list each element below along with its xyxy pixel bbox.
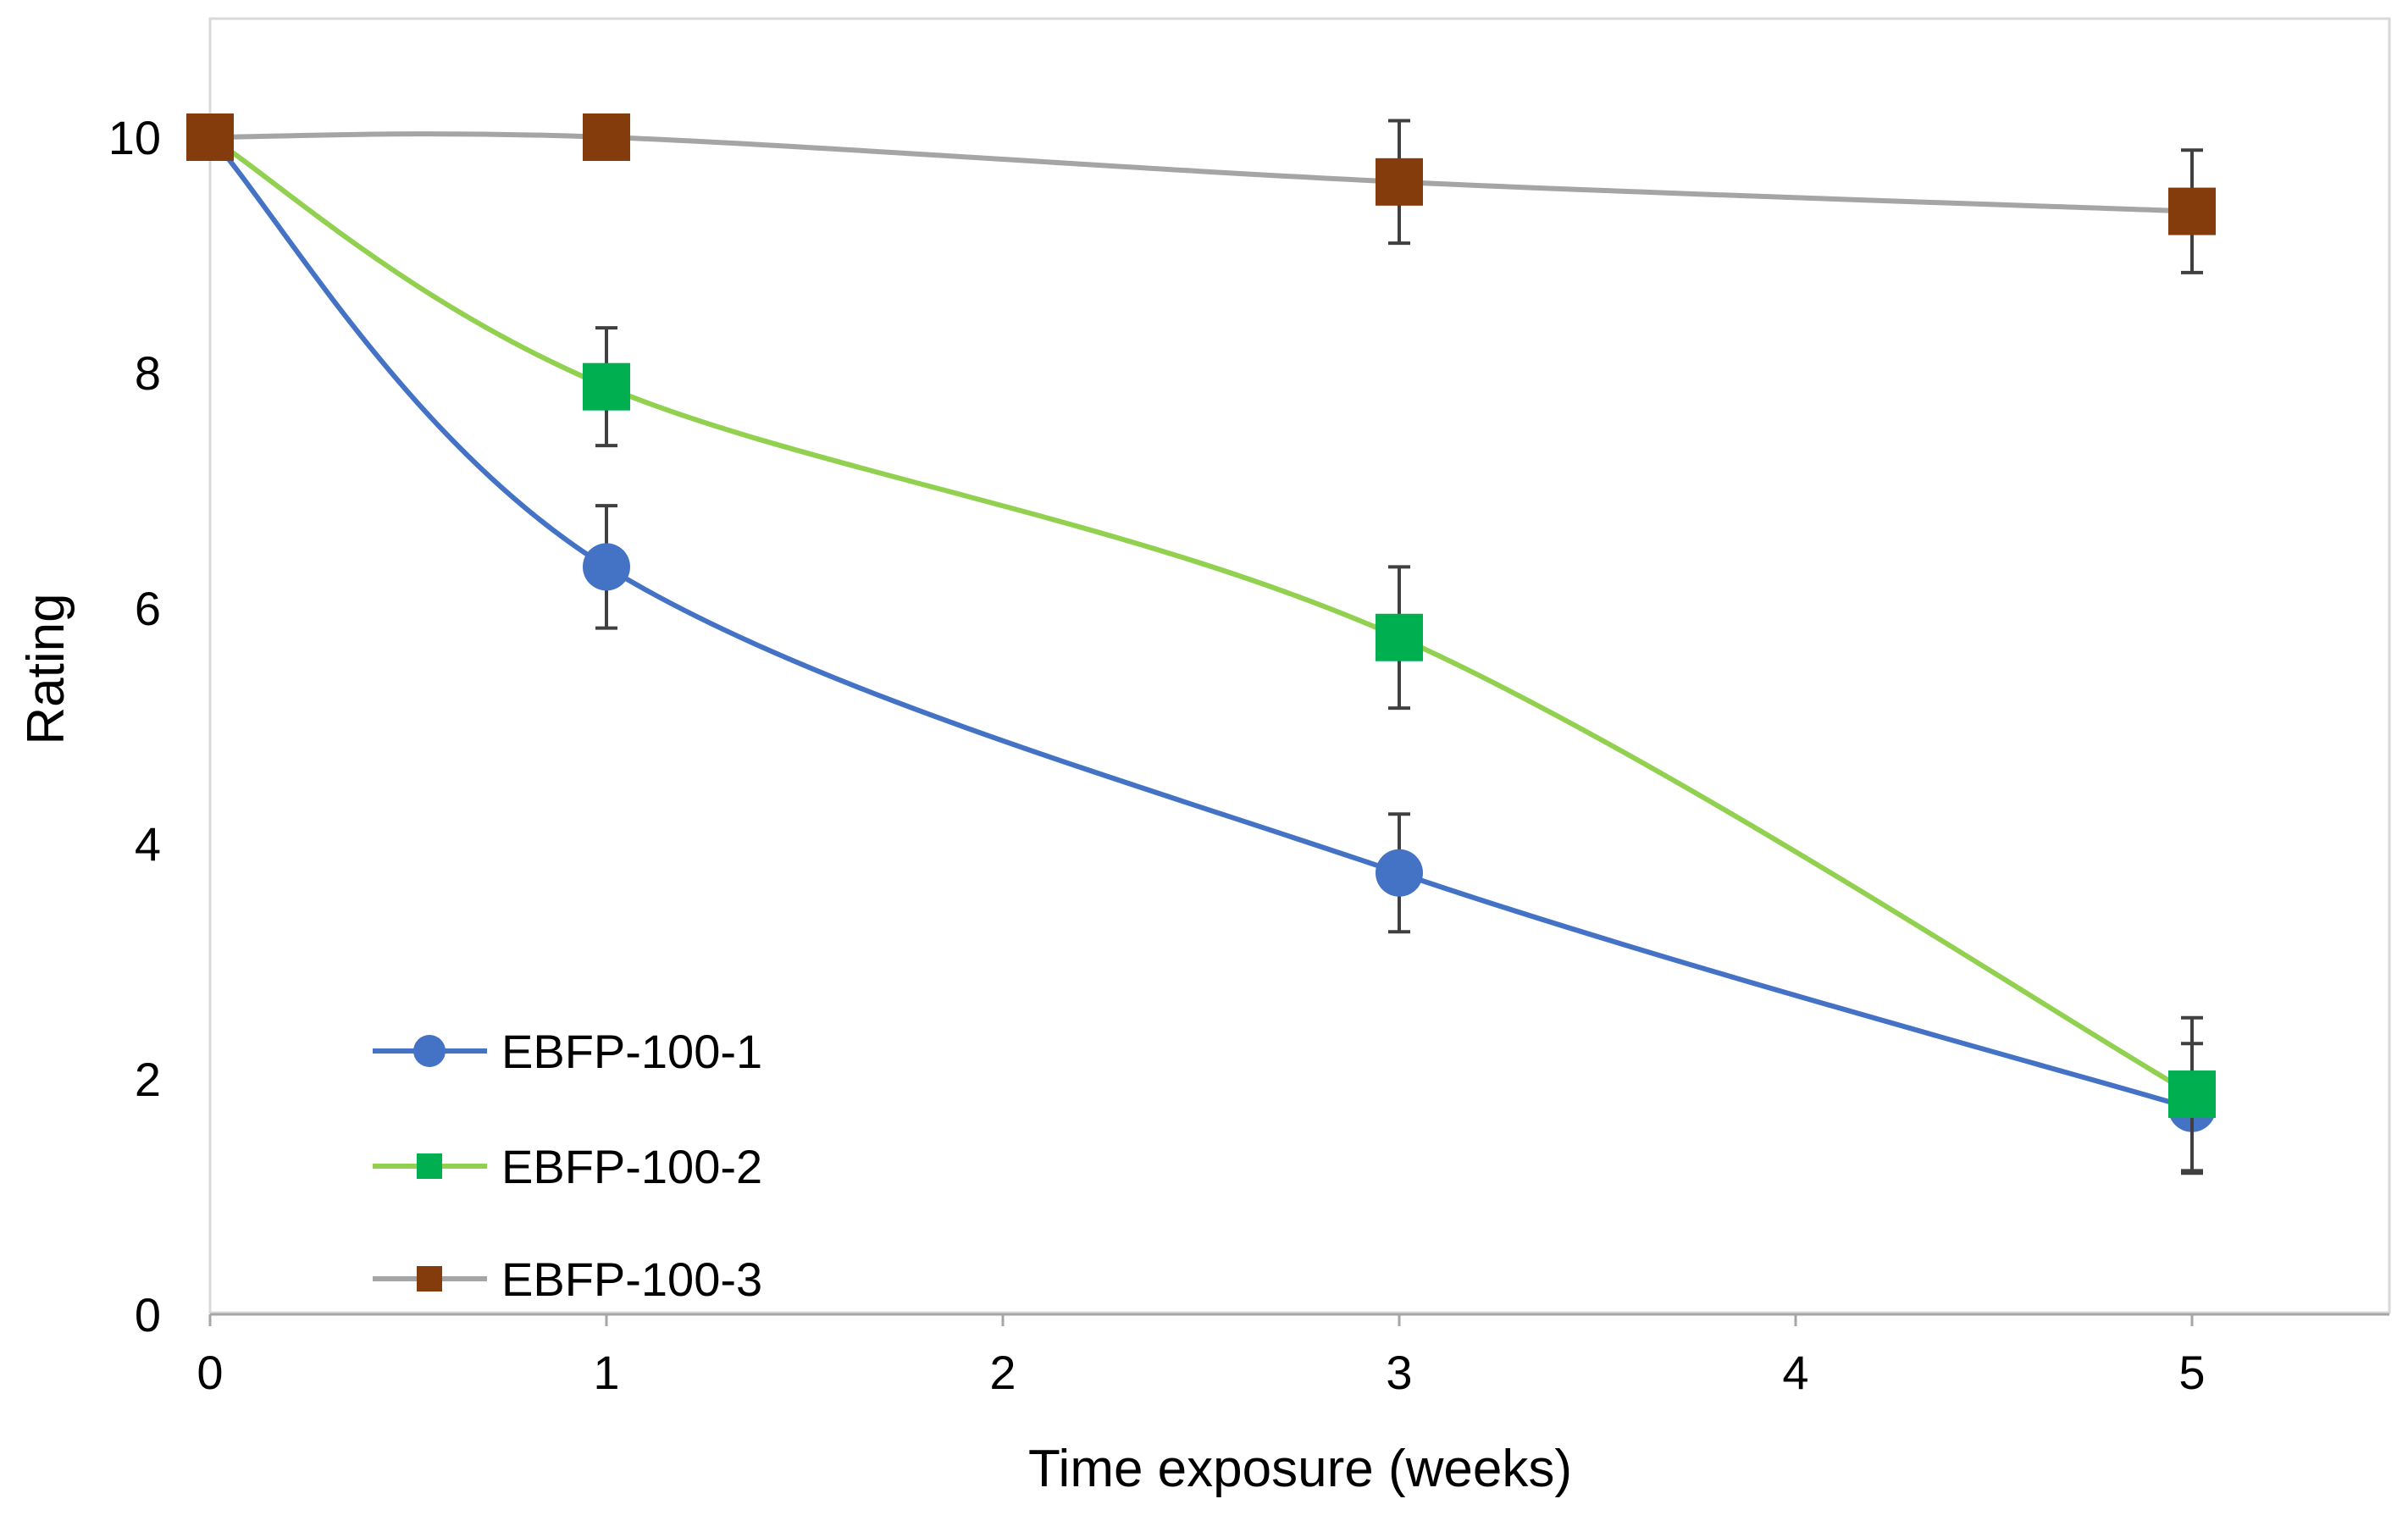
legend-label: EBFP-100-2: [501, 1140, 762, 1193]
legend-item: EBFP-100-3: [373, 1253, 762, 1306]
x-tick-label: 3: [1386, 1346, 1412, 1399]
legend-marker: [417, 1266, 442, 1291]
data-point: [583, 543, 630, 591]
y-tick-label: 0: [135, 1288, 161, 1341]
data-point: [1376, 613, 1423, 661]
data-point: [1376, 849, 1423, 897]
y-tick-label: 10: [108, 111, 161, 164]
series-3: [186, 113, 2216, 274]
y-tick-label: 6: [135, 582, 161, 635]
x-tick-label: 2: [989, 1346, 1016, 1399]
legend-marker: [413, 1035, 446, 1067]
legend-label: EBFP-100-3: [501, 1253, 762, 1306]
x-axis-title: Time exposure (weeks): [1028, 1440, 1572, 1498]
data-point: [583, 113, 630, 161]
legend-item: EBFP-100-1: [373, 1025, 762, 1078]
series-line: [208, 135, 2194, 1097]
series-line: [208, 135, 2193, 1111]
legend-label: EBFP-100-1: [501, 1025, 762, 1078]
y-tick-label: 4: [135, 817, 161, 871]
x-tick-label: 5: [2178, 1346, 2205, 1399]
series-layer: [186, 113, 2216, 1175]
y-axis-ticks: 0 2 4 6 8 10: [108, 111, 161, 1341]
legend: EBFP-100-1 EBFP-100-2 EBFP-100-3: [373, 1025, 762, 1306]
y-axis-title: Rating: [17, 593, 75, 744]
data-point: [186, 113, 234, 161]
x-tick-label: 0: [197, 1346, 223, 1399]
x-tick-label: 1: [593, 1346, 619, 1399]
legend-item: EBFP-100-2: [373, 1140, 762, 1193]
data-point: [2168, 187, 2216, 235]
plot-area: [208, 17, 2391, 1314]
x-axis-ticks: 0 1 2 3 4 5: [197, 1314, 2206, 1399]
legend-marker: [417, 1153, 442, 1179]
y-tick-label: 2: [135, 1053, 161, 1106]
series-line: [209, 131, 2193, 214]
data-point: [1376, 158, 1423, 206]
data-point: [2168, 1070, 2216, 1119]
data-point: [583, 362, 630, 411]
x-tick-label: 4: [1782, 1346, 1808, 1399]
y-tick-label: 8: [135, 346, 161, 400]
